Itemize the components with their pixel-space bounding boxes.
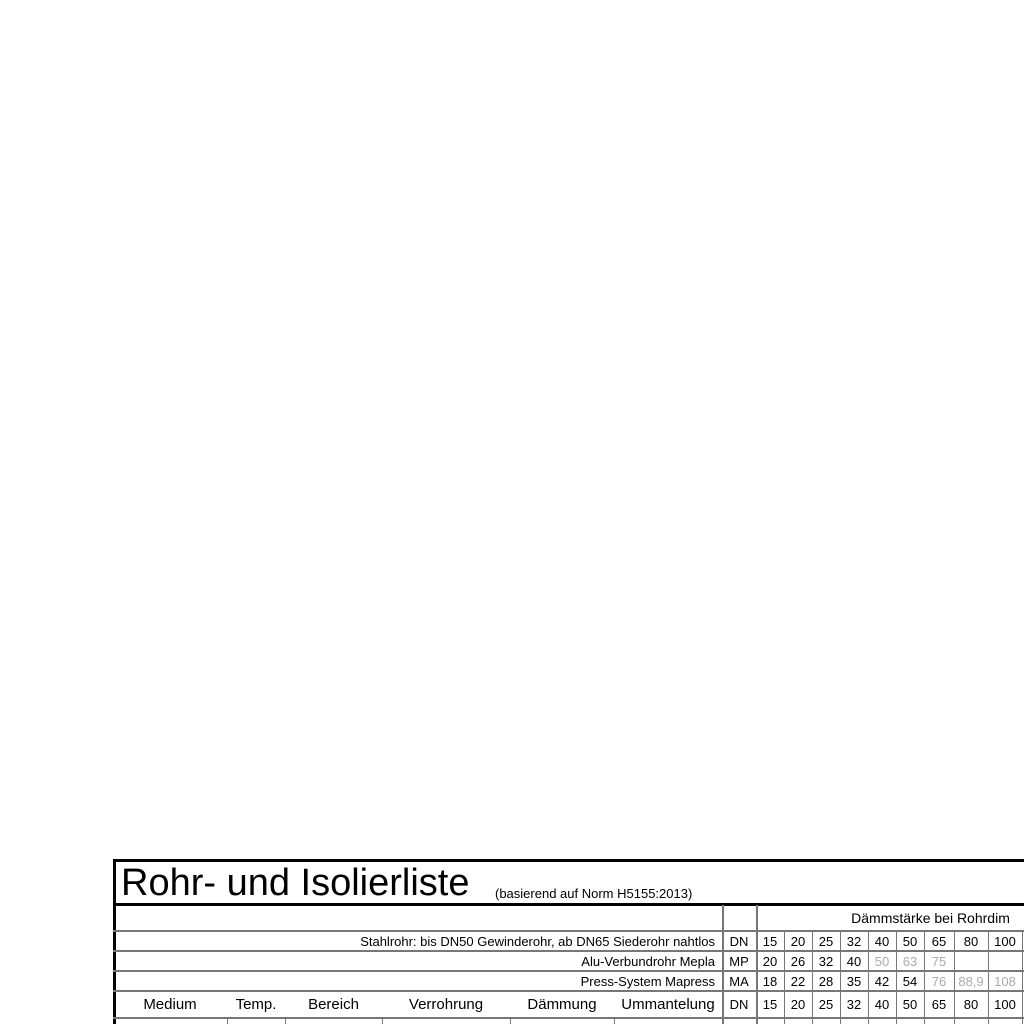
column-header: Ummantelung — [621, 995, 715, 1013]
rule — [113, 903, 1024, 906]
pipe-label: Alu-Verbundrohr Mepla — [581, 953, 715, 969]
size-cell: 28 — [818, 973, 834, 989]
header-size: 20 — [790, 996, 806, 1012]
header-size: 65 — [931, 996, 947, 1012]
rule — [896, 930, 897, 1024]
rule — [113, 859, 1024, 862]
size-cell: 32 — [818, 953, 834, 969]
size-cell: 80 — [963, 933, 979, 949]
header-size: 100 — [994, 996, 1016, 1012]
rule — [227, 1017, 228, 1024]
header-size: 40 — [874, 996, 890, 1012]
group-header: Dämmstärke bei Rohrdim — [851, 909, 1010, 926]
title: Rohr- und Isolierliste — [121, 862, 470, 904]
pipe-code: MA — [729, 973, 749, 989]
size-cell: 22 — [790, 973, 806, 989]
rule — [988, 930, 989, 1024]
pipe-label: Press-System Mapress — [580, 973, 715, 989]
size-cell: 50 — [874, 953, 890, 969]
rule — [954, 930, 955, 1024]
size-cell: 54 — [902, 973, 918, 989]
pipe-code: MP — [729, 953, 749, 969]
size-cell: 20 — [790, 933, 806, 949]
rule — [840, 930, 841, 1024]
rule — [113, 990, 1024, 992]
header-size: 50 — [902, 996, 918, 1012]
size-cell: 108 — [994, 973, 1016, 989]
rule — [285, 1017, 286, 1024]
rule — [382, 1017, 383, 1024]
rule — [614, 1017, 615, 1024]
rule — [812, 930, 813, 1024]
size-cell: 50 — [902, 933, 918, 949]
rule — [113, 930, 1024, 932]
rule — [510, 1017, 511, 1024]
rule — [722, 905, 724, 1024]
size-cell: 88,9 — [958, 973, 984, 989]
rule — [113, 1017, 1024, 1019]
size-cell: 35 — [846, 973, 862, 989]
size-cell: 75 — [931, 953, 947, 969]
rule — [784, 930, 785, 1024]
pipe-code: DN — [729, 933, 749, 949]
column-header: Temp. — [235, 995, 277, 1013]
size-cell: 18 — [762, 973, 778, 989]
header-size: 25 — [818, 996, 834, 1012]
size-cell: 40 — [846, 953, 862, 969]
size-cell: 32 — [846, 933, 862, 949]
header-size: 15 — [762, 996, 778, 1012]
rule — [113, 950, 1024, 952]
rule — [1022, 930, 1023, 1024]
header-size: 80 — [963, 996, 979, 1012]
size-cell: 63 — [902, 953, 918, 969]
header-code: DN — [729, 996, 749, 1012]
column-header: Verrohrung — [408, 995, 484, 1013]
size-cell: 26 — [790, 953, 806, 969]
rule — [924, 930, 925, 1024]
column-header: Bereich — [308, 995, 359, 1013]
column-header: Dämmung — [527, 995, 597, 1013]
size-cell: 20 — [762, 953, 778, 969]
size-cell: 65 — [931, 933, 947, 949]
size-cell: 15 — [762, 933, 778, 949]
rule — [113, 859, 116, 1024]
size-cell: 25 — [818, 933, 834, 949]
rule — [113, 970, 1024, 972]
rule — [756, 905, 758, 1024]
size-cell: 76 — [931, 973, 947, 989]
size-cell: 40 — [874, 933, 890, 949]
size-cell: 100 — [994, 933, 1016, 949]
subtitle: (basierend auf Norm H5155:2013) — [495, 885, 693, 901]
column-header: Medium — [143, 995, 197, 1013]
pipe-label: Stahlrohr: bis DN50 Gewinderohr, ab DN65… — [360, 933, 715, 949]
rule — [868, 930, 869, 1024]
header-size: 32 — [846, 996, 862, 1012]
size-cell: 42 — [874, 973, 890, 989]
